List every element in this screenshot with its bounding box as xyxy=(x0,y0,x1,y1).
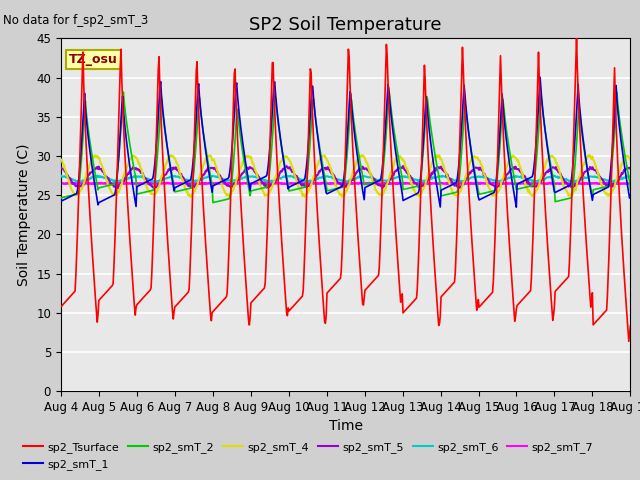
Text: No data for f_sp2_smT_3: No data for f_sp2_smT_3 xyxy=(3,14,148,27)
X-axis label: Time: Time xyxy=(328,420,363,433)
Title: SP2 Soil Temperature: SP2 Soil Temperature xyxy=(250,16,442,34)
Legend: sp2_Tsurface, sp2_smT_1, sp2_smT_2, sp2_smT_4, sp2_smT_5, sp2_smT_6, sp2_smT_7: sp2_Tsurface, sp2_smT_1, sp2_smT_2, sp2_… xyxy=(19,438,598,474)
Y-axis label: Soil Temperature (C): Soil Temperature (C) xyxy=(17,144,31,286)
Text: TZ_osu: TZ_osu xyxy=(69,53,118,66)
